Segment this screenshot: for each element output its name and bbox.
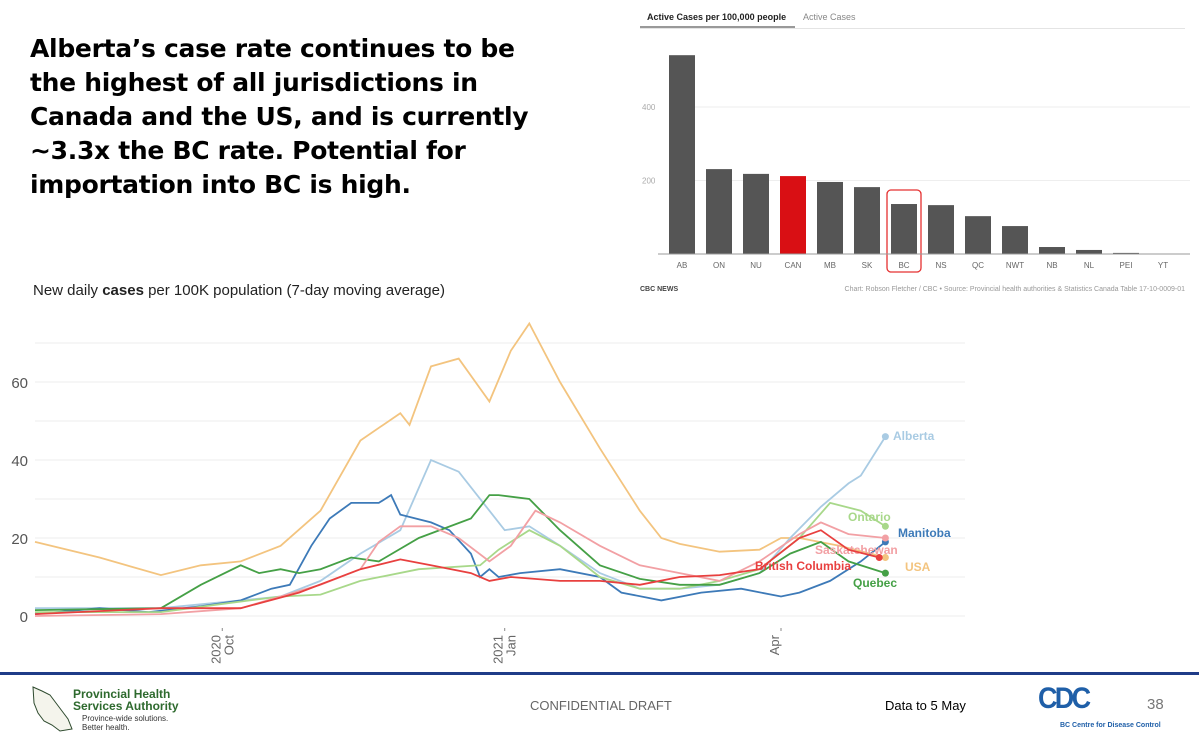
x-tick-label: AB xyxy=(677,261,688,270)
phsa-logo: Provincial Health Services Authority Prov… xyxy=(30,685,200,733)
bccdc-logo: CDC xyxy=(1038,682,1091,715)
x-tick-label: MB xyxy=(824,261,836,270)
y-tick-label: 60 xyxy=(11,375,28,392)
series-end-dot-ontario xyxy=(881,522,889,530)
cbc-news-label: CBC NEWS xyxy=(640,286,679,293)
y-tick-label: 20 xyxy=(11,531,28,548)
x-tick-label: NB xyxy=(1046,261,1057,270)
series-line-british-columbia xyxy=(34,529,880,615)
x-tick-label: Oct xyxy=(221,635,236,656)
x-tick-label: CAN xyxy=(785,261,802,270)
tab-active-cases[interactable]: Active Cases xyxy=(803,12,856,22)
x-tick-label: ON xyxy=(713,261,725,270)
series-label-usa: USA xyxy=(905,560,931,574)
y-tick-label: 200 xyxy=(642,177,656,186)
x-tick-label: NS xyxy=(935,261,946,270)
confidential-label: CONFIDENTIAL DRAFT xyxy=(530,698,672,713)
series-end-dot-saskatchewan xyxy=(881,534,889,542)
bar-can xyxy=(780,176,806,254)
bar-bc xyxy=(891,204,917,254)
x-tick-label-group: Apr xyxy=(767,634,782,655)
bar-pei xyxy=(1113,252,1139,254)
data-date-label: Data to 5 May xyxy=(885,698,966,713)
x-tick-label: NWT xyxy=(1006,261,1024,270)
footer-rule xyxy=(0,672,1199,675)
bar-sk xyxy=(854,187,880,254)
x-tick-label: 2021 xyxy=(491,635,506,664)
title-pre: New daily xyxy=(33,282,103,299)
series-label-alberta: Alberta xyxy=(893,429,935,443)
y-tick-label: 40 xyxy=(11,453,28,470)
bccdc-name: BC Centre for Disease Control xyxy=(1060,722,1161,729)
org-tagline-1: Province-wide solutions. xyxy=(82,714,169,723)
x-tick-label: Jan xyxy=(504,635,519,656)
x-tick-label: Apr xyxy=(767,634,782,655)
bc-map-icon xyxy=(32,686,73,732)
title-post: per 100K population (7-day moving averag… xyxy=(143,282,445,299)
x-tick-label: BC xyxy=(898,261,909,270)
series-label-manitoba: Manitoba xyxy=(898,526,951,540)
org-name-1: Provincial Health xyxy=(73,687,171,701)
series-label-quebec: Quebec xyxy=(853,576,897,590)
series-label-british-columbia: British Columbia xyxy=(755,559,851,573)
series-line-ontario xyxy=(35,501,886,613)
chart-source: Chart: Robson Fletcher / CBC • Source: P… xyxy=(844,286,1185,293)
bar-nu xyxy=(743,173,769,254)
page-number: 38 xyxy=(1147,696,1164,713)
x-tick-label: QC xyxy=(972,261,984,270)
title-bold: cases xyxy=(102,282,144,299)
series-line-quebec xyxy=(34,494,886,611)
tab-active-cases-per-100k[interactable]: Active Cases per 100,000 people xyxy=(640,12,795,28)
series-label-ontario: Ontario xyxy=(848,510,891,524)
series-end-dot-alberta xyxy=(881,433,889,441)
bar-chart-tabs: Active Cases per 100,000 people Active C… xyxy=(640,8,1185,29)
bar-ab xyxy=(669,55,695,255)
bar-chart: 200 400 AB ON NU CAN MB SK BC NS QC NWT NB NL PEI YT xyxy=(642,55,1190,273)
series-end-dot-usa xyxy=(881,554,889,561)
series-line-alberta xyxy=(35,436,887,610)
bar-mb xyxy=(817,181,843,254)
slide-headline: Alberta’s case rate continues to be the … xyxy=(30,34,529,199)
y-tick-label: 0 xyxy=(20,609,28,626)
series-end-dot-british-columbia xyxy=(875,554,883,561)
highlight-box xyxy=(886,189,922,273)
x-tick-label: NL xyxy=(1084,261,1095,270)
bar-ns xyxy=(928,205,954,254)
series-end-dot-quebec xyxy=(881,569,889,577)
series-label-saskatchewan: Saskatchewan xyxy=(815,543,898,557)
y-tick-label: 400 xyxy=(642,103,656,112)
x-tick-label: PEI xyxy=(1120,261,1133,270)
x-tick-label: NU xyxy=(750,261,762,270)
bar-nl xyxy=(1076,249,1102,254)
x-tick-label: SK xyxy=(862,261,873,270)
org-name-2: Services Authority xyxy=(73,699,179,713)
bar-nb xyxy=(1039,247,1065,254)
org-tagline-2: Better health. xyxy=(82,723,130,732)
line-chart-title: New daily cases per 100K population (7-d… xyxy=(33,282,445,299)
bar-nwt xyxy=(1002,226,1028,254)
bar-on xyxy=(706,169,732,254)
bar-qc xyxy=(965,216,991,254)
x-tick-label: 2020 xyxy=(208,635,223,664)
series-line-manitoba xyxy=(34,493,886,615)
x-tick-label: YT xyxy=(1158,261,1168,270)
series-line-usa xyxy=(34,321,886,577)
